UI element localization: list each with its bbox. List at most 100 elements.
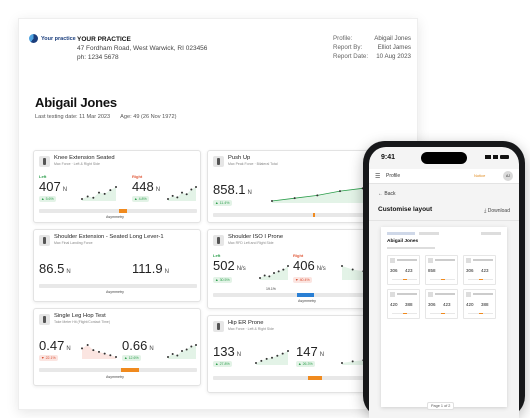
sparkline-point	[167, 198, 169, 200]
practice-info: YOUR PRACTICE 47 Fordham Road, West Warw…	[77, 35, 207, 62]
practice-name: YOUR PRACTICE	[77, 36, 131, 43]
download-button[interactable]: ⤓ Download	[484, 208, 510, 214]
preview-value: 388	[481, 302, 489, 307]
preview-card: 306 423	[425, 289, 458, 319]
right-change: ▲ 26.3%	[296, 361, 315, 367]
value-number: 0.66	[122, 338, 148, 353]
sparkline-left	[255, 350, 289, 365]
battery-icon	[500, 155, 509, 159]
meta-value: Elliot James	[377, 43, 411, 51]
sparkline-point	[176, 354, 179, 357]
sparkline-right	[167, 186, 197, 201]
sparkline-point	[81, 347, 83, 350]
left-change: ▲ 27.8%	[213, 361, 232, 367]
phone-screen: 9:41 ☰ Profile Notice AJ ← Back Customis…	[369, 147, 519, 418]
right-label: Right	[132, 174, 143, 179]
page-title: Customise layout	[378, 206, 433, 213]
sparkline-point	[271, 356, 273, 359]
notice-badge[interactable]: Notice	[474, 173, 486, 178]
meta-value: 10 Aug 2023	[376, 52, 411, 60]
download-label: Download	[487, 208, 510, 214]
sparkline-point	[316, 194, 319, 197]
practice-phone: ph: 1234 5678	[77, 54, 119, 61]
value-unit: N	[155, 187, 161, 193]
sparkline-left	[81, 344, 117, 359]
value-number: 448	[132, 179, 154, 194]
left-value: 133 N	[213, 344, 241, 359]
exercise-icon	[39, 314, 50, 325]
sparkline-point	[276, 354, 279, 357]
card-title: Push Up	[228, 155, 251, 161]
last-testing-date: Last testing date: 11 Mar 2023	[35, 114, 111, 120]
sparkline-point	[293, 197, 296, 200]
arrow-left-icon: ←	[378, 191, 385, 197]
value-number: 406	[293, 258, 315, 273]
asymmetry-fill	[121, 368, 139, 372]
value-unit: N	[164, 269, 169, 275]
value-unit: N	[149, 346, 154, 352]
sparkline-right	[167, 344, 197, 359]
card-subtitle: Max Peak Force · Bilateral Total	[228, 162, 278, 166]
sparkline-point	[268, 275, 271, 278]
practice-address: 47 Fordham Road, West Warwick, RI 023456	[77, 45, 208, 52]
meta-value: Abigail Jones	[374, 35, 411, 42]
value-number: 858.1	[213, 182, 246, 197]
exercise-icon	[213, 235, 224, 246]
sparkline-point	[287, 265, 289, 267]
card-title: Hip ER Prone	[228, 320, 264, 326]
value-unit: N	[62, 187, 68, 193]
value-unit: N	[66, 346, 71, 352]
value-number: 0.47	[39, 338, 65, 353]
sparkline-point	[86, 344, 89, 346]
sparkline-point	[273, 272, 275, 274]
change-value: 5.6%	[45, 197, 54, 201]
sparkline-point	[255, 362, 257, 364]
value-unit: N/s	[316, 266, 326, 272]
sparkline-point	[271, 200, 273, 202]
sparkline-point	[115, 356, 117, 358]
dynamic-island	[421, 152, 467, 164]
test-card-shoulder-extension[interactable]: Shoulder Extension - Seated Long Lever-1…	[33, 229, 201, 302]
asymmetry-fill	[297, 293, 314, 297]
left-value: 407 N	[39, 179, 67, 194]
back-button[interactable]: ← Back	[378, 191, 396, 197]
sparkline-point	[263, 274, 266, 277]
preview-logo	[387, 232, 415, 235]
patient-age: Age: 49 (26 Nov 1972)	[120, 114, 177, 120]
card-title: Knee Extension Seated	[54, 155, 115, 161]
app-header: ☰ Profile Notice AJ	[369, 169, 519, 184]
back-label: Back	[384, 191, 396, 197]
header-title: Profile	[386, 173, 401, 179]
sparkline-point	[282, 268, 285, 271]
sparkline-point	[109, 189, 112, 192]
test-card-single-leg-hop[interactable]: Single Leg Hop Test Take Meter Hit (Flig…	[33, 308, 201, 386]
report-preview[interactable]: Abigail Jones 306 423 858 306 423 420 388 3…	[381, 227, 507, 407]
asymmetry-label: Asymmetry	[298, 299, 316, 303]
preview-value: 420	[390, 302, 398, 307]
sparkline-left	[81, 186, 117, 201]
sparkline-point	[265, 357, 268, 360]
sparkline-point	[185, 193, 188, 196]
avatar[interactable]: AJ	[503, 171, 513, 181]
preview-card: 420 388	[387, 289, 420, 319]
right-value: 448 N	[132, 179, 160, 194]
meta-label: Profile:	[333, 35, 353, 42]
asymmetry-bar	[213, 376, 408, 380]
preview-meta	[481, 232, 501, 235]
preview-value: 306	[428, 302, 436, 307]
asymmetry-bar	[39, 368, 197, 372]
asymmetry-fill	[119, 209, 127, 213]
sparkline-point	[287, 350, 289, 352]
right-change: ▲ 12.6%	[122, 355, 141, 361]
change-value: 4.8%	[138, 197, 147, 201]
asymmetry-bar	[213, 213, 408, 217]
menu-icon[interactable]: ☰	[375, 174, 381, 180]
preview-patient-name: Abigail Jones	[387, 239, 419, 244]
sparkline-point	[339, 190, 341, 193]
asymmetry-value: 19.1%	[266, 287, 276, 291]
card-subtitle: Max Final Landing Force	[54, 241, 93, 245]
test-card-knee-extension[interactable]: Knee Extension Seated Max Force · Left &…	[33, 150, 201, 223]
page-indicator[interactable]: Page 1 of 2	[427, 402, 455, 410]
change-value: 40.4%	[299, 278, 310, 282]
card-subtitle: Max RFD Left and Right Side	[228, 241, 274, 245]
